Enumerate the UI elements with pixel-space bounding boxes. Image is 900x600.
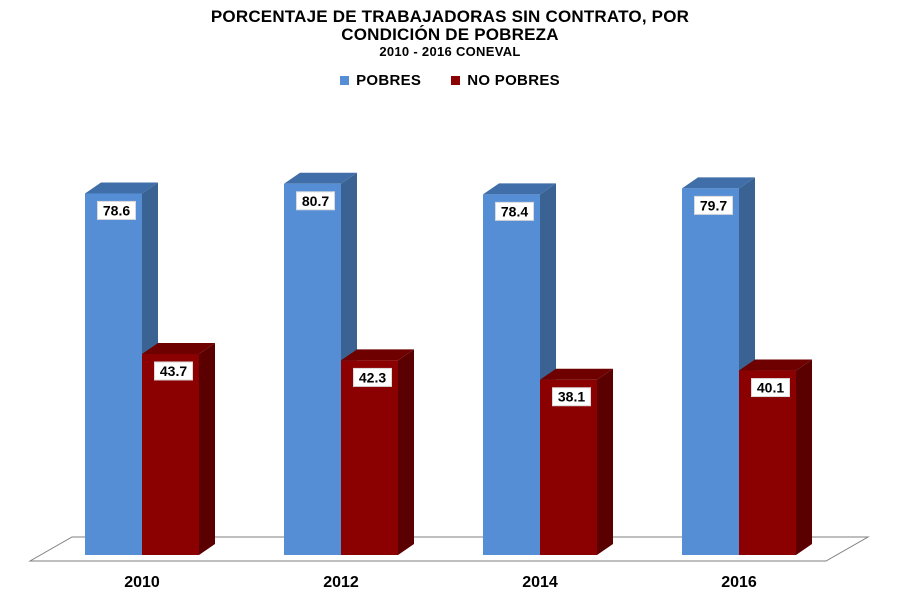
- data-label-text-pobres-2010: 78.6: [103, 202, 130, 218]
- bar-top-pobres-2014: [483, 183, 556, 195]
- bar-no-pobres-2012: [341, 349, 414, 555]
- data-label-text-no-pobres-2016: 40.1: [757, 380, 784, 396]
- chart-subtitle: 2010 - 2016 CONEVAL: [379, 44, 521, 59]
- data-label-box-no-pobres-2010: [154, 361, 193, 381]
- data-label-box-pobres-2014: [495, 201, 534, 221]
- data-label-pobres-2010: 78.6: [97, 200, 136, 220]
- bar-side-no-pobres-2010: [199, 342, 215, 555]
- chart-data-labels: 78.6 43.7 80.7 42.3 78.4 38.1 79.7 40.1: [97, 191, 790, 407]
- data-label-box-pobres-2012: [296, 191, 335, 211]
- data-label-pobres-2014: 78.4: [495, 201, 534, 221]
- data-label-text-pobres-2012: 80.7: [302, 193, 329, 209]
- bar-front-no-pobres-2016: [739, 370, 796, 555]
- bar-top-no-pobres-2010: [142, 342, 215, 354]
- bar-front-no-pobres-2010: [142, 353, 199, 555]
- bar-top-pobres-2010: [85, 182, 158, 194]
- bar-no-pobres-2010: [142, 342, 215, 555]
- x-tick-label-2012: 2012: [323, 574, 359, 591]
- legend-label-no-pobres: NO POBRES: [467, 72, 560, 89]
- bar-side-no-pobres-2012: [398, 349, 414, 555]
- chart-x-ticks: 2010 2012 2014 2016: [124, 574, 757, 591]
- data-label-pobres-2016: 79.7: [694, 195, 733, 215]
- data-label-text-no-pobres-2014: 38.1: [558, 389, 585, 405]
- data-label-no-pobres-2012: 42.3: [353, 367, 392, 387]
- bar-front-pobres-2010: [85, 193, 142, 555]
- x-tick-label-2010: 2010: [124, 574, 160, 591]
- legend-item-no-pobres: NO POBRES: [451, 72, 560, 89]
- bar-side-no-pobres-2016: [796, 359, 812, 555]
- chart-bars: [85, 172, 812, 556]
- bar-side-no-pobres-2014: [597, 368, 613, 555]
- bar-top-no-pobres-2012: [341, 349, 414, 361]
- data-label-no-pobres-2010: 43.7: [154, 361, 193, 381]
- bar-top-pobres-2012: [284, 172, 357, 184]
- legend-label-pobres: POBRES: [356, 72, 422, 89]
- data-label-pobres-2012: 80.7: [296, 191, 335, 211]
- legend-swatch-pobres: [340, 76, 350, 85]
- data-label-text-no-pobres-2012: 42.3: [359, 369, 386, 385]
- bar-top-no-pobres-2016: [739, 359, 812, 371]
- chart-title-line-1: PORCENTAJE DE TRABAJADORAS SIN CONTRATO,…: [210, 7, 690, 26]
- data-label-no-pobres-2014: 38.1: [552, 387, 591, 407]
- bar-top-no-pobres-2014: [540, 368, 613, 380]
- data-label-box-pobres-2016: [694, 195, 733, 215]
- chart-title-line-2: CONDICIÓN DE POBREZA: [341, 25, 559, 44]
- bar-front-pobres-2016: [682, 188, 739, 555]
- data-label-no-pobres-2016: 40.1: [751, 378, 790, 398]
- chart-legend: POBRES NO POBRES: [0, 72, 900, 89]
- data-label-box-no-pobres-2012: [353, 367, 392, 387]
- bar-front-pobres-2014: [483, 194, 540, 556]
- legend-swatch-no-pobres: [451, 76, 461, 85]
- chart-title-block: PORCENTAJE DE TRABAJADORAS SIN CONTRATO,…: [0, 7, 900, 60]
- chart-floor: [28, 536, 870, 562]
- bar-front-no-pobres-2012: [341, 360, 398, 555]
- data-label-box-no-pobres-2016: [751, 378, 790, 398]
- data-label-text-pobres-2014: 78.4: [501, 203, 528, 219]
- x-tick-label-2014: 2014: [522, 574, 558, 591]
- bar-top-pobres-2016: [682, 177, 755, 189]
- data-label-box-no-pobres-2014: [552, 387, 591, 407]
- x-tick-label-2016: 2016: [721, 574, 757, 591]
- data-label-box-pobres-2010: [97, 200, 136, 220]
- legend-item-pobres: POBRES: [340, 72, 421, 89]
- data-label-text-no-pobres-2010: 43.7: [160, 363, 187, 379]
- bar-no-pobres-2014: [540, 368, 613, 555]
- data-label-text-pobres-2016: 79.7: [700, 197, 727, 213]
- bar-front-pobres-2012: [284, 183, 341, 555]
- bar-no-pobres-2016: [739, 359, 812, 555]
- bar-front-no-pobres-2014: [540, 379, 597, 555]
